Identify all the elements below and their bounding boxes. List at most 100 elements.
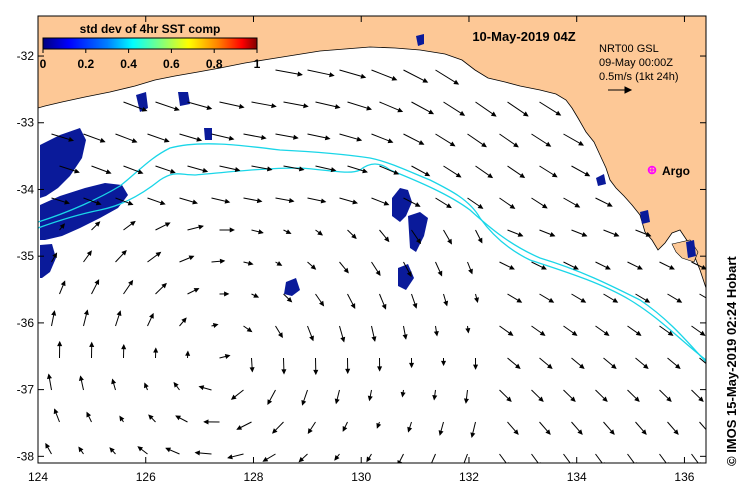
- current-arrow: [371, 69, 398, 81]
- current-arrow: [251, 293, 260, 298]
- current-arrow: [57, 340, 63, 359]
- current-arrow: [347, 101, 373, 111]
- current-arrow: [275, 133, 299, 140]
- current-arrow: [475, 101, 497, 117]
- current-arrow: [603, 229, 620, 237]
- current-arrow: [334, 453, 340, 461]
- current-arrow: [51, 252, 58, 263]
- current-arrow: [342, 421, 348, 432]
- current-arrow: [123, 220, 136, 231]
- current-arrow: [262, 453, 276, 462]
- current-arrow: [243, 325, 253, 333]
- current-arrow: [173, 381, 180, 391]
- current-arrow: [267, 389, 276, 406]
- current-arrow: [443, 229, 452, 245]
- colorbar-tick-label: 0.4: [120, 57, 137, 71]
- current-arrow: [59, 223, 65, 231]
- current-arrow: [185, 350, 191, 359]
- current-arrow: [115, 310, 122, 327]
- current-arrow: [219, 101, 245, 109]
- current-arrow: [345, 357, 351, 375]
- current-arrow: [531, 197, 548, 209]
- current-arrow: [119, 415, 125, 423]
- current-arrow: [507, 165, 526, 179]
- current-arrow: [499, 325, 514, 336]
- scale-arrow-icon: [608, 86, 633, 94]
- current-vectors: [45, 69, 706, 463]
- current-arrow: [115, 197, 134, 206]
- x-tick-label: 136: [674, 470, 694, 484]
- current-arrow: [499, 133, 519, 148]
- current-arrow: [155, 101, 180, 111]
- current-arrow: [563, 133, 584, 146]
- colorbar-label: std dev of 4hr SST comp: [80, 22, 221, 36]
- current-arrow: [595, 389, 608, 402]
- current-arrow: [435, 69, 460, 85]
- current-arrow: [463, 453, 468, 463]
- current-arrow: [307, 421, 316, 434]
- current-arrow: [187, 288, 200, 295]
- current-arrow: [347, 229, 357, 240]
- current-arrow: [659, 261, 675, 270]
- colorbar-ticks: 0 0.2 0.4 0.6 0.8 1: [40, 49, 261, 71]
- current-arrow: [227, 453, 244, 460]
- current-arrow: [147, 133, 170, 143]
- current-arrow: [435, 133, 456, 147]
- current-arrow: [366, 453, 372, 463]
- current-arrow: [659, 389, 672, 402]
- current-arrow: [603, 421, 615, 435]
- current-arrow: [443, 293, 449, 307]
- current-arrow: [403, 197, 421, 207]
- current-arrow: [667, 293, 683, 303]
- current-arrow: [443, 165, 462, 178]
- current-arrow: [203, 419, 220, 425]
- current-arrow: [539, 293, 555, 303]
- current-arrow: [83, 197, 102, 206]
- current-arrow: [211, 323, 219, 328]
- current-arrow: [691, 325, 706, 336]
- x-axis-ticks: 124 126 128 130 132 134 136: [28, 16, 695, 484]
- current-arrow: [283, 229, 292, 234]
- current-arrow: [627, 325, 642, 336]
- current-arrow: [283, 293, 293, 303]
- current-arrow: [307, 325, 314, 342]
- y-tick-label: -38: [17, 449, 35, 463]
- current-arrow: [667, 421, 679, 435]
- current-arrow: [571, 293, 587, 303]
- y-axis-ticks: -32 -33 -34 -35 -36 -37 -38: [17, 49, 706, 463]
- current-arrow: [432, 389, 438, 401]
- current-arrow: [211, 258, 226, 264]
- current-arrow: [539, 165, 558, 178]
- current-arrow: [507, 229, 524, 237]
- current-arrow: [371, 261, 381, 277]
- x-tick-label: 126: [136, 470, 156, 484]
- current-arrow: [435, 261, 443, 277]
- current-arrow: [144, 382, 149, 391]
- current-arrow: [313, 357, 319, 376]
- current-arrow: [219, 354, 231, 359]
- current-arrow: [428, 453, 436, 463]
- current-arrow: [507, 421, 519, 435]
- current-arrow: [339, 133, 363, 142]
- x-tick-label: 134: [567, 470, 587, 484]
- front-contours: [38, 143, 706, 363]
- current-arrow: [691, 389, 704, 402]
- current-arrow: [243, 133, 267, 140]
- current-arrow: [78, 446, 84, 455]
- x-tick-label: 130: [351, 470, 371, 484]
- current-arrow: [595, 197, 613, 207]
- current-arrow: [281, 357, 287, 375]
- current-arrow: [563, 389, 576, 402]
- current-arrow: [635, 229, 652, 237]
- current-arrow: [339, 261, 349, 274]
- current-arrow: [571, 421, 583, 435]
- current-arrow: [137, 446, 148, 455]
- colorbar-tick-label: 1: [254, 57, 261, 71]
- current-arrow: [91, 165, 112, 175]
- current-arrow: [667, 357, 681, 369]
- current-arrow: [275, 69, 303, 77]
- current-arrow: [219, 227, 235, 233]
- map-title: 10-May-2019 04Z: [472, 29, 575, 44]
- current-arrow: [155, 282, 167, 295]
- current-arrow: [315, 293, 325, 307]
